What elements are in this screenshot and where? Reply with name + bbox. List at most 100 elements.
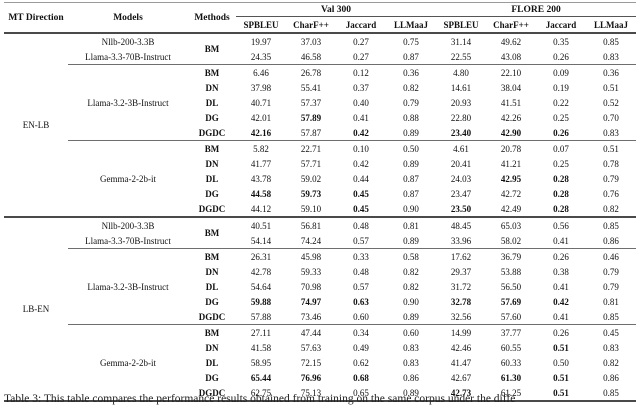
value-cell: 0.09	[536, 64, 587, 80]
value-cell: 61.25	[500, 387, 522, 398]
value-cell: 0.27	[353, 51, 369, 62]
value-cell: 0.70	[603, 112, 619, 123]
value-cell: 74.97	[300, 296, 322, 307]
value-cell: 0.40	[353, 97, 369, 108]
value-cell: 0.12	[336, 64, 386, 80]
value-cell: 0.81	[386, 216, 437, 233]
value-cell: 0.58	[386, 248, 437, 264]
table-row: DG 42.01 57.89 0.41 0.88 22.80 42.26 0.25 0.70	[4, 110, 636, 125]
table-row: DL 58.95 72.15 0.62 0.83 41.47 60.33 0.50 0.82	[4, 355, 636, 370]
value-cell: 65.44	[250, 372, 272, 383]
method-cell: DL	[205, 97, 219, 108]
value-cell: 0.90	[403, 296, 419, 307]
value-cell: 0.38	[553, 266, 569, 277]
header-mt-direction: MT Direction	[8, 12, 64, 23]
method-cell: BM	[188, 64, 236, 80]
value-cell: 41.21	[500, 158, 522, 169]
value-cell: 58.95	[250, 357, 272, 368]
method-cell: DGDC	[198, 387, 226, 398]
value-cell: 0.19	[553, 82, 569, 93]
value-cell: 42.46	[450, 342, 472, 353]
value-cell: 33.96	[450, 235, 472, 246]
value-cell: 0.86	[403, 372, 419, 383]
value-cell: 0.28	[553, 173, 569, 184]
value-cell: 42.16	[250, 127, 272, 138]
value-cell: 0.28	[553, 203, 569, 214]
value-cell: 60.33	[500, 357, 522, 368]
value-cell: 55.41	[300, 82, 322, 93]
value-cell: 22.80	[450, 112, 472, 123]
value-cell: 0.22	[553, 97, 569, 108]
value-cell: 0.42	[553, 296, 569, 307]
value-cell: 42.72	[500, 188, 522, 199]
value-cell: 0.41	[553, 235, 569, 246]
value-cell: 59.10	[300, 203, 322, 214]
value-cell: 0.25	[553, 112, 569, 123]
table-row: DL 43.78 59.02 0.44 0.87 24.03 42.95 0.28 0.79	[4, 171, 636, 186]
value-cell: 74.24	[300, 235, 322, 246]
value-cell: 20.78	[486, 140, 537, 156]
value-cell: 57.87	[300, 127, 322, 138]
value-cell: 61.30	[500, 372, 522, 383]
value-cell: 32.56	[450, 311, 472, 322]
value-cell: 40.71	[250, 97, 272, 108]
value-cell: 57.88	[250, 311, 272, 322]
value-cell: 0.41	[353, 112, 369, 123]
value-cell: 42.01	[250, 112, 272, 123]
value-cell: 0.75	[403, 36, 419, 47]
value-cell: 70.98	[300, 281, 322, 292]
value-cell: 57.37	[300, 97, 322, 108]
table-row: DGDC 42.16 57.87 0.42 0.89 23.40 42.90 0.26 0.83	[4, 125, 636, 141]
value-cell: 31.72	[450, 281, 472, 292]
value-cell: 42.67	[450, 372, 472, 383]
header-metric-row: SPBLEU CharF++ Jaccard LLMaaJ SPBLEU Cha…	[4, 17, 636, 34]
value-cell: 0.65	[353, 387, 369, 398]
value-cell: 0.76	[603, 188, 619, 199]
value-cell: 0.79	[603, 173, 619, 184]
value-cell: 0.87	[403, 188, 419, 199]
value-cell: 41.77	[250, 158, 272, 169]
value-cell: 0.57	[353, 281, 369, 292]
value-cell: 53.88	[500, 266, 522, 277]
value-cell: 27.11	[236, 324, 286, 340]
value-cell: 0.45	[353, 188, 369, 199]
value-cell: 0.82	[403, 281, 419, 292]
method-cell: DL	[205, 357, 219, 368]
table-row: DN 42.78 59.33 0.48 0.82 29.37 53.88 0.38 0.79	[4, 264, 636, 279]
table-row: Gemma-2-2b-it BM 5.82 22.71 0.10 0.50 4.61 20.7…	[4, 140, 637, 217]
value-cell: 23.40	[450, 127, 472, 138]
model-cell: Llama-3.2-3B-Instruct	[68, 248, 188, 325]
value-cell: 24.03	[450, 173, 472, 184]
value-cell: 72.15	[300, 357, 322, 368]
value-cell: 41.51	[500, 97, 522, 108]
value-cell: 0.51	[603, 82, 619, 93]
value-cell: 56.81	[286, 216, 336, 233]
value-cell: 54.64	[250, 281, 272, 292]
header-group-val300: Val 300	[236, 2, 437, 17]
value-cell: 0.85	[586, 216, 637, 233]
header-metric-llmaaj-flore: LLMaaJ	[594, 19, 629, 30]
method-cell: DN	[205, 82, 219, 93]
header-metric-jaccard-val: Jaccard	[345, 19, 377, 30]
value-cell: 0.27	[353, 36, 369, 47]
value-cell: 57.63	[300, 342, 322, 353]
method-cell: DGDC	[198, 127, 226, 138]
table-row: DN 41.77 57.71 0.42 0.89 20.41 41.21 0.25 0.78	[4, 156, 636, 171]
value-cell: 46.58	[300, 51, 322, 62]
value-cell: 0.34	[336, 324, 386, 340]
value-cell: 49.62	[500, 36, 522, 47]
value-cell: 59.33	[300, 266, 322, 277]
table-row: LB-EN Nllb-200-3.3B BM 40.51 56.81 0.48 0.81 48…	[4, 216, 637, 401]
value-cell: 0.07	[536, 140, 587, 156]
value-cell: 43.78	[250, 173, 272, 184]
header-metric-charf-val: CharF++	[293, 19, 329, 30]
value-cell: 0.89	[403, 235, 419, 246]
value-cell: 0.88	[403, 112, 419, 123]
method-cell: BM	[188, 248, 236, 264]
value-cell: 0.63	[353, 296, 369, 307]
value-cell: 41.58	[250, 342, 272, 353]
value-cell: 0.89	[403, 127, 419, 138]
value-cell: 22.55	[450, 51, 472, 62]
table-caption: Table 3: This table compares the perform…	[4, 393, 516, 405]
value-cell: 0.79	[603, 266, 619, 277]
